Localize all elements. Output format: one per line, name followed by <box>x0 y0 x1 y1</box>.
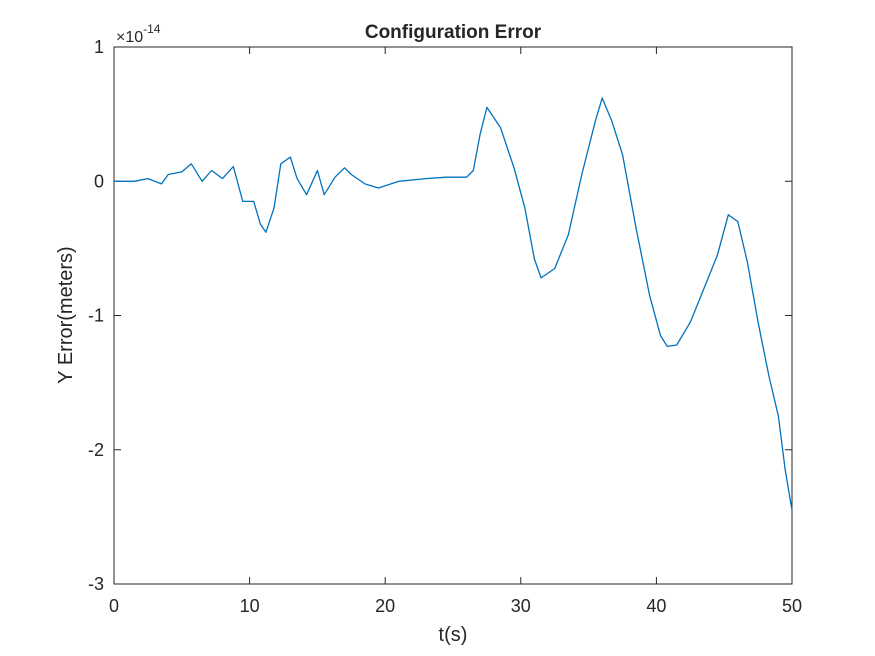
series-line-y-error <box>114 97 793 511</box>
x-axis-label: t(s) <box>439 624 468 646</box>
y-tick-label: 1 <box>94 37 104 57</box>
y-axis-label: Y Error(meters) <box>55 246 77 383</box>
y-tick-label: 0 <box>94 171 104 191</box>
x-tick-label: 0 <box>109 596 119 616</box>
x-ticks: 0 10 20 30 40 50 <box>109 47 802 616</box>
y-ticks: -3 -2 -1 0 1 <box>88 37 792 594</box>
y-exponent-label: ×10-14 <box>116 22 161 46</box>
x-tick-label: 50 <box>782 596 802 616</box>
y-exponent-power: -14 <box>143 22 161 36</box>
x-tick-label: 20 <box>375 596 395 616</box>
y-tick-label: -1 <box>88 306 104 326</box>
y-exponent-base: ×10 <box>116 29 143 46</box>
x-tick-label: 40 <box>646 596 666 616</box>
y-tick-label: -2 <box>88 440 104 460</box>
x-tick-label: 30 <box>511 596 531 616</box>
y-tick-label: -3 <box>88 574 104 594</box>
plot-area <box>113 46 793 585</box>
x-tick-label: 10 <box>240 596 260 616</box>
chart-title: Configuration Error <box>365 22 542 43</box>
